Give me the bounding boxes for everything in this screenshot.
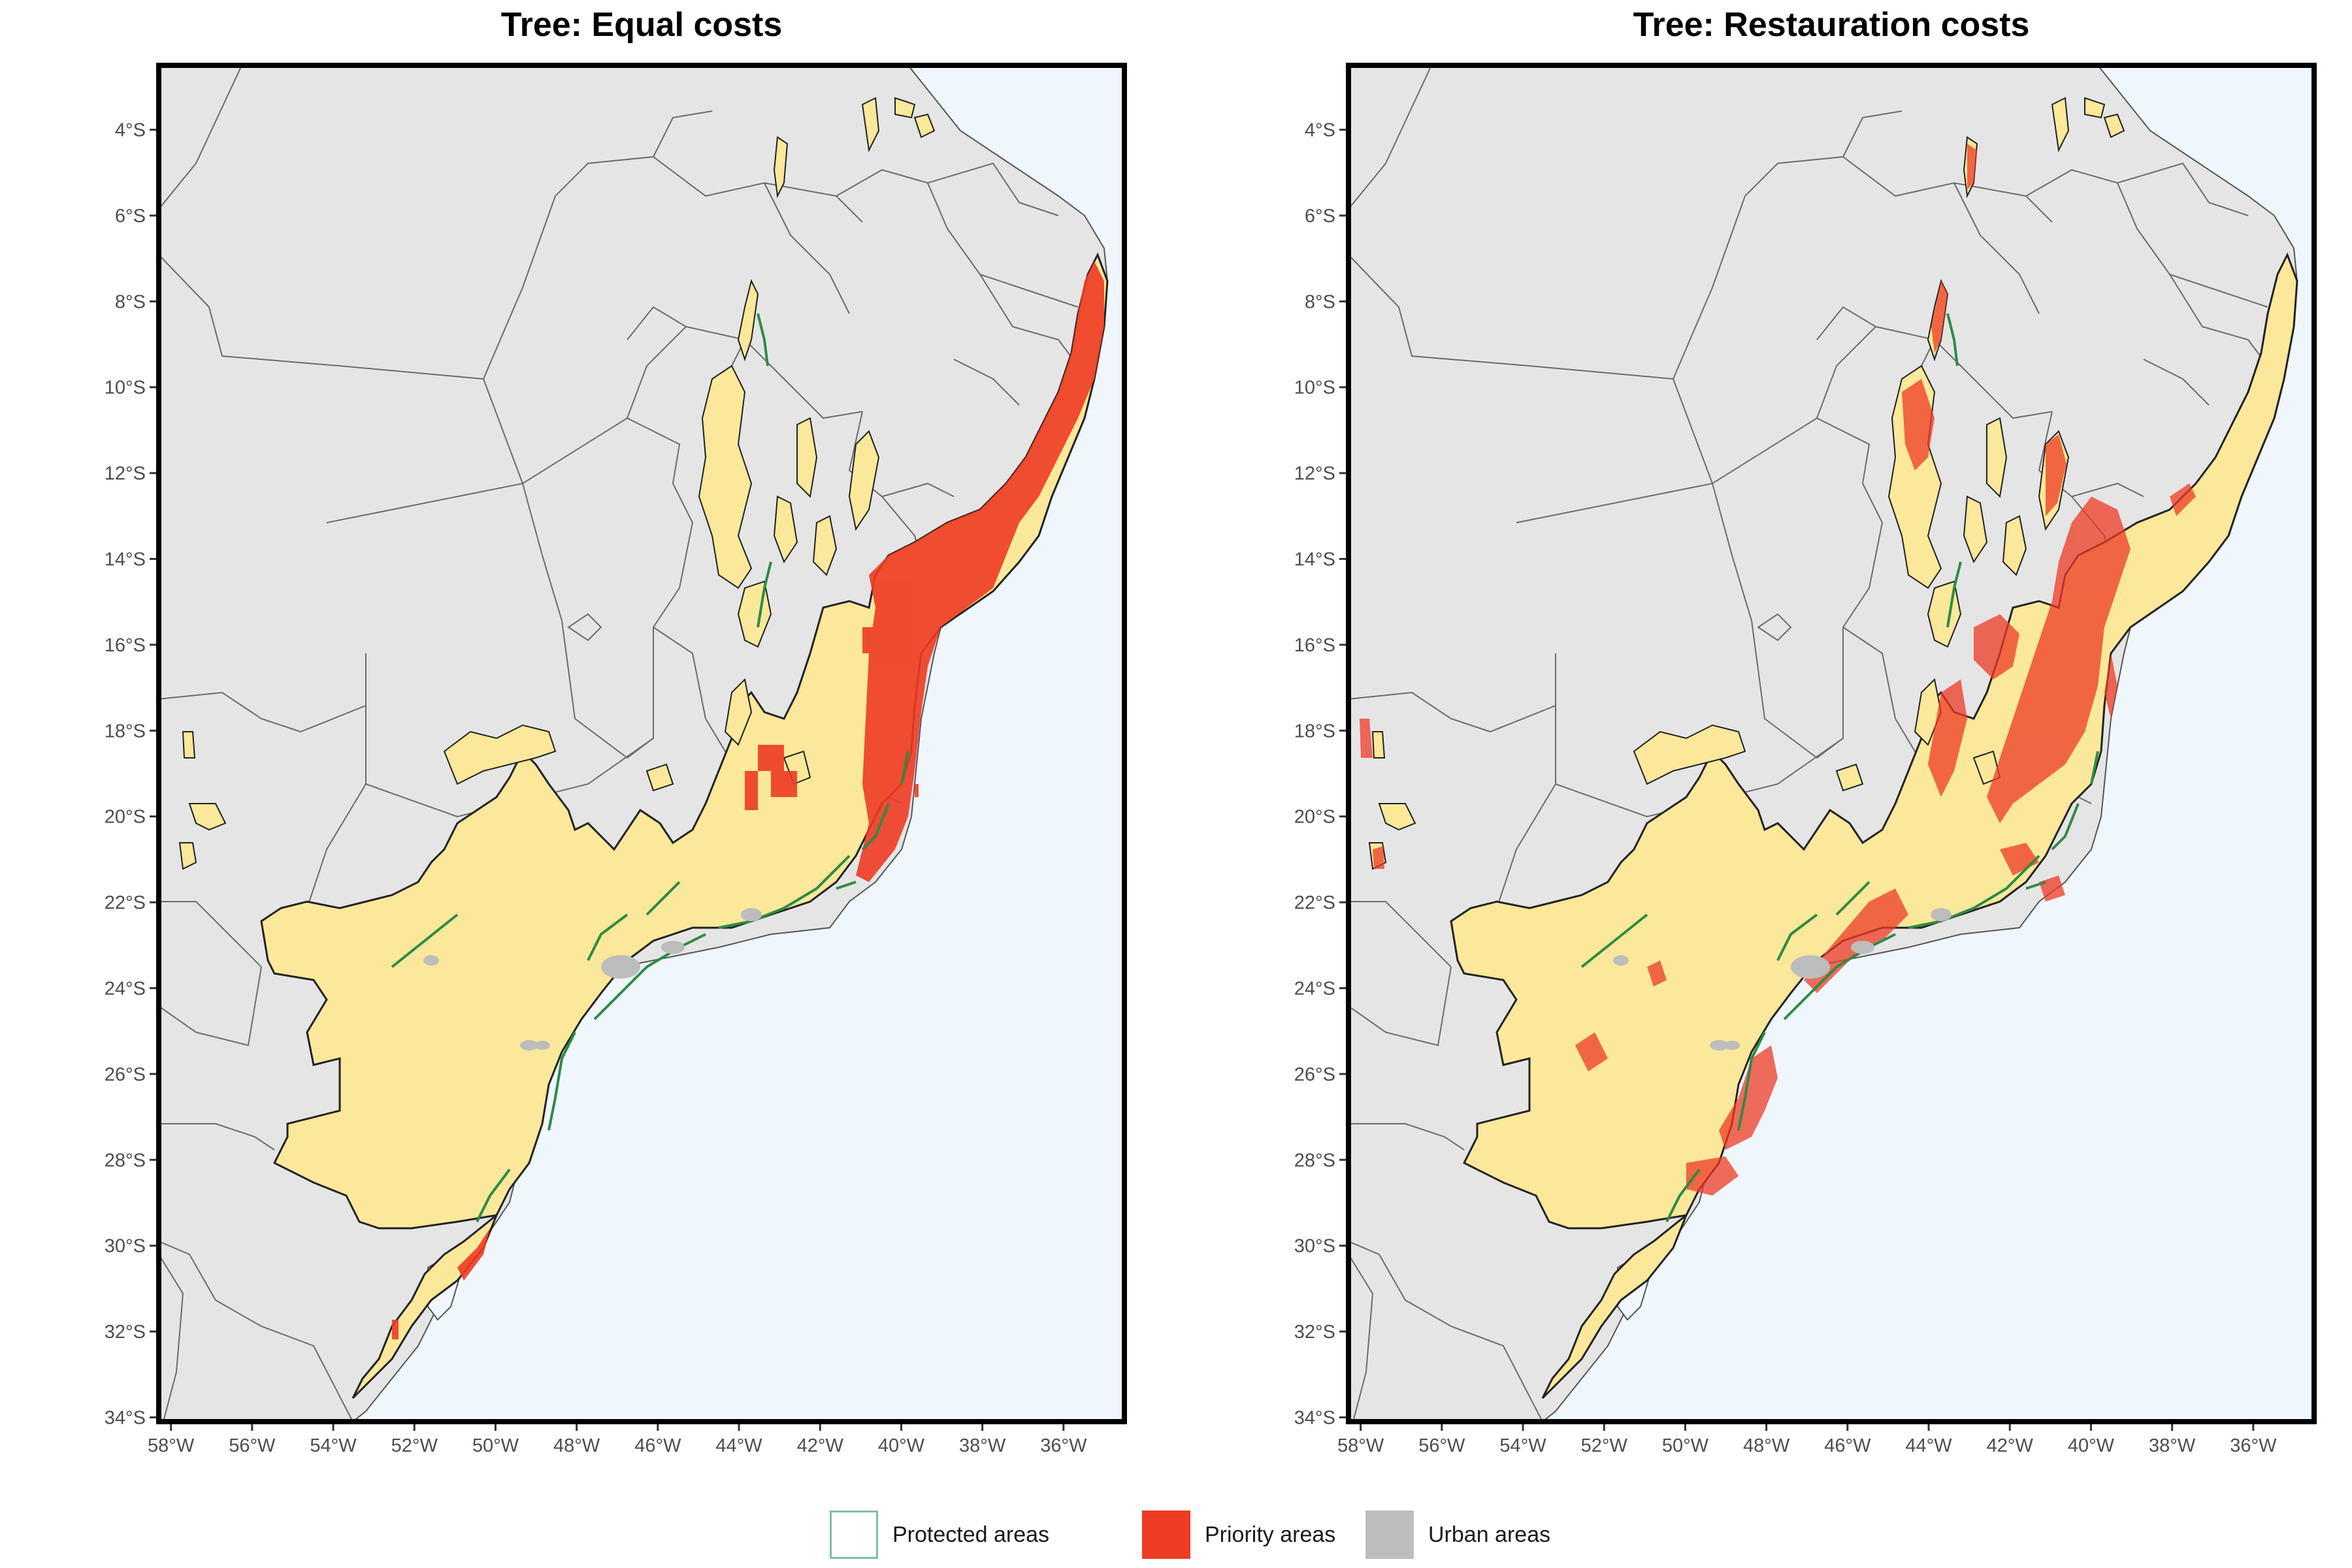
map-geography bbox=[1348, 65, 2314, 1422]
lat-tick-label: 34°S bbox=[105, 1407, 146, 1428]
lon-tick-label: 42°W bbox=[1987, 1435, 2034, 1456]
lon-tick-label: 40°W bbox=[878, 1435, 925, 1456]
legend-item-urban-areas: Urban areas bbox=[1365, 1509, 1550, 1560]
map-geography bbox=[159, 65, 1124, 1422]
lat-tick-label: 30°S bbox=[1294, 1236, 1335, 1257]
lat-tick-label: 8°S bbox=[115, 291, 146, 312]
panel-frame bbox=[1346, 63, 2317, 1424]
panel-title-restauration-costs: Tree: Restauration costs bbox=[1633, 6, 2030, 44]
lat-tick-label: 22°S bbox=[105, 892, 146, 913]
axis-ticks-left: 58°W 56°W 54°W 52°W 50°W 48°W 46°W 44°W 42°W 40°W… bbox=[105, 120, 1087, 1456]
legend: Protected areas Priority areas Urban are… bbox=[830, 1509, 1581, 1568]
lat-tick-label: 16°S bbox=[1294, 635, 1335, 656]
legend-label: Urban areas bbox=[1428, 1522, 1551, 1547]
lat-tick-label: 32°S bbox=[105, 1322, 146, 1343]
lat-tick-label: 24°S bbox=[105, 978, 146, 999]
lat-tick-label: 14°S bbox=[1294, 549, 1335, 570]
lat-tick-label: 34°S bbox=[1294, 1407, 1335, 1428]
lon-tick-label: 44°W bbox=[1905, 1435, 1952, 1456]
lat-tick-label: 6°S bbox=[1305, 206, 1335, 227]
lat-tick-label: 20°S bbox=[105, 807, 146, 828]
legend-key-urban bbox=[1365, 1511, 1414, 1559]
lon-tick-label: 54°W bbox=[1499, 1435, 1546, 1456]
lon-tick-label: 38°W bbox=[2149, 1435, 2196, 1456]
legend-item-priority-areas: Priority areas bbox=[1142, 1509, 1335, 1560]
lat-tick-label: 4°S bbox=[115, 120, 146, 141]
lon-tick-label: 58°W bbox=[1337, 1435, 1384, 1456]
lat-tick-label: 6°S bbox=[115, 206, 146, 227]
lat-tick-label: 18°S bbox=[105, 721, 146, 742]
legend-key-priority bbox=[1142, 1511, 1190, 1559]
lat-tick-label: 4°S bbox=[1305, 120, 1335, 141]
lon-tick-label: 52°W bbox=[391, 1435, 438, 1456]
legend-item-protected-areas: Protected areas bbox=[830, 1509, 1049, 1560]
lat-tick-label: 12°S bbox=[105, 463, 146, 484]
map-panel-restauration-costs: 58°W 56°W 54°W 52°W 50°W 48°W 46°W 44°W 42°W 40°W… bbox=[1294, 63, 2317, 1456]
lon-tick-label: 48°W bbox=[1743, 1435, 1790, 1456]
lat-tick-label: 26°S bbox=[105, 1064, 146, 1085]
legend-label: Protected areas bbox=[892, 1522, 1050, 1547]
lon-tick-label: 56°W bbox=[229, 1435, 276, 1456]
legend-key-protected bbox=[830, 1511, 878, 1559]
lat-tick-label: 10°S bbox=[105, 378, 146, 399]
lat-tick-label: 30°S bbox=[105, 1236, 146, 1257]
lat-tick-label: 8°S bbox=[1305, 291, 1335, 312]
lon-tick-label: 38°W bbox=[959, 1435, 1006, 1456]
lon-tick-label: 36°W bbox=[1040, 1435, 1087, 1456]
lat-tick-label: 26°S bbox=[1294, 1064, 1335, 1085]
panel-title-equal-costs: Tree: Equal costs bbox=[500, 6, 783, 44]
lon-tick-label: 44°W bbox=[715, 1435, 762, 1456]
lon-tick-label: 50°W bbox=[472, 1435, 519, 1456]
lat-tick-label: 18°S bbox=[1294, 721, 1335, 742]
lon-tick-label: 58°W bbox=[148, 1435, 195, 1456]
lat-tick-label: 28°S bbox=[105, 1150, 146, 1171]
lon-tick-label: 42°W bbox=[797, 1435, 844, 1456]
lon-tick-label: 36°W bbox=[2230, 1435, 2277, 1456]
lat-tick-label: 28°S bbox=[1294, 1150, 1335, 1171]
lat-tick-label: 14°S bbox=[105, 549, 146, 570]
lat-tick-label: 24°S bbox=[1294, 978, 1335, 999]
map-panel-equal-costs: 58°W 56°W 54°W 52°W 50°W 48°W 46°W 44°W 42°W 40°W… bbox=[105, 63, 1127, 1456]
lon-tick-label: 54°W bbox=[310, 1435, 357, 1456]
lon-tick-label: 50°W bbox=[1662, 1435, 1709, 1456]
lat-tick-label: 20°S bbox=[1294, 807, 1335, 828]
lat-tick-label: 32°S bbox=[1294, 1322, 1335, 1343]
legend-label: Priority areas bbox=[1205, 1522, 1336, 1547]
lat-tick-label: 12°S bbox=[1294, 463, 1335, 484]
lon-tick-label: 40°W bbox=[2068, 1435, 2115, 1456]
lon-tick-label: 52°W bbox=[1581, 1435, 1628, 1456]
axis-ticks-right: 58°W 56°W 54°W 52°W 50°W 48°W 46°W 44°W 42°W 40°W… bbox=[1294, 120, 2277, 1456]
lon-tick-label: 48°W bbox=[553, 1435, 600, 1456]
lon-tick-label: 46°W bbox=[1824, 1435, 1871, 1456]
lat-tick-label: 22°S bbox=[1294, 892, 1335, 913]
lon-tick-label: 46°W bbox=[634, 1435, 681, 1456]
lat-tick-label: 10°S bbox=[1294, 378, 1335, 399]
panel-frame bbox=[156, 63, 1127, 1424]
priority-areas bbox=[392, 261, 1104, 1339]
lat-tick-label: 16°S bbox=[105, 635, 146, 656]
lon-tick-label: 56°W bbox=[1418, 1435, 1465, 1456]
